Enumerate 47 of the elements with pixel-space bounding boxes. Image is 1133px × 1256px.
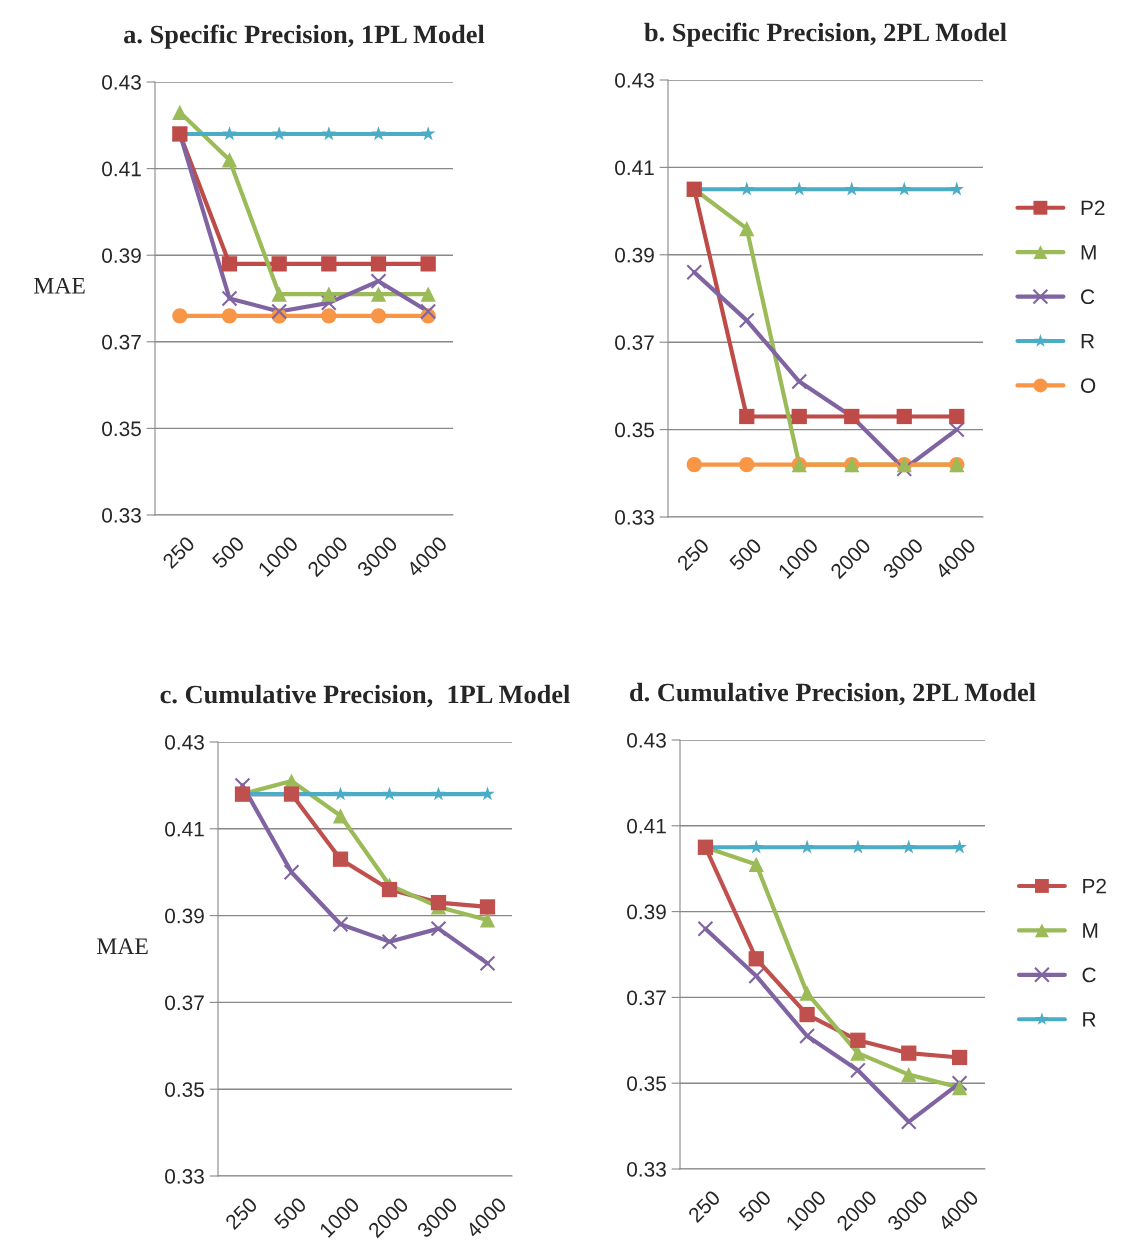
y-tick-label: 0.43	[102, 75, 141, 90]
legend-label: P2	[1081, 200, 1105, 216]
y-tick-label: 0.37	[615, 335, 654, 350]
legend-label: M	[1083, 923, 1098, 938]
y-tick-label: 0.37	[165, 995, 204, 1011]
x-tick-label: 250	[676, 537, 710, 572]
y-tick-label: 0.43	[627, 733, 666, 748]
legend-label: C	[1081, 289, 1095, 305]
chart-title: d. Cumulative Precision, 2PL Model	[630, 682, 1036, 706]
y-tick-label: 0.41	[102, 161, 141, 177]
legend-label: M	[1081, 245, 1096, 260]
y-tick-label: 0.33	[165, 1169, 204, 1184]
y-tick-label: 0.37	[102, 334, 141, 350]
y-tick-label: 0.33	[627, 1162, 666, 1177]
x-tick-label: 250	[687, 1189, 722, 1224]
y-tick-label: 0.39	[615, 247, 654, 263]
x-tick-label: 250	[224, 1196, 259, 1231]
y-tick-label: 0.39	[627, 904, 666, 920]
y-tick-label: 0.35	[615, 422, 654, 438]
y-axis-title: MAE	[34, 277, 85, 294]
x-tick-label: 500	[211, 535, 246, 570]
y-tick-label: 0.35	[627, 1076, 666, 1091]
x-tick-label: 500	[273, 1196, 308, 1231]
y-tick-label: 0.37	[627, 990, 666, 1006]
x-tick-label: 250	[161, 535, 196, 570]
y-tick-label: 0.33	[102, 508, 141, 523]
chart-title: c. Cumulative Precision, 1PL Model	[160, 684, 570, 708]
y-tick-label: 0.41	[165, 821, 204, 837]
legend-label: O	[1080, 378, 1096, 393]
y-tick-label: 0.39	[102, 248, 141, 263]
legend-label: C	[1082, 967, 1096, 983]
legend-label: R	[1081, 333, 1095, 349]
legend-label: R	[1083, 1012, 1096, 1027]
y-tick-label: 0.35	[165, 1082, 204, 1097]
y-axis-title: MAE	[97, 938, 148, 954]
x-tick-label: 500	[738, 1189, 772, 1224]
x-tick-label: 500	[728, 537, 763, 572]
y-tick-label: 0.39	[165, 908, 204, 924]
y-tick-label: 0.43	[165, 735, 204, 750]
y-tick-label: 0.41	[627, 818, 666, 834]
chart-title: a. Specific Precision, 1PL Model	[124, 24, 485, 49]
y-tick-label: 0.41	[615, 160, 654, 176]
y-tick-label: 0.35	[102, 421, 141, 437]
legend-label: P2	[1083, 878, 1106, 894]
y-tick-label: 0.33	[615, 510, 654, 525]
y-tick-label: 0.43	[615, 73, 654, 88]
chart-title: b. Specific Precision, 2PL Model	[644, 22, 1007, 47]
